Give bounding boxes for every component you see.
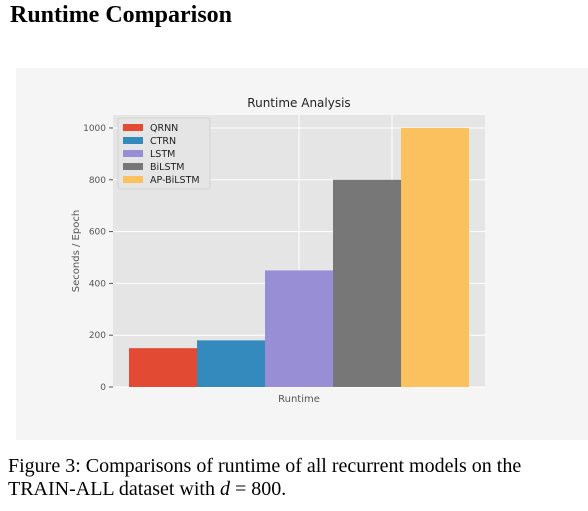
legend-box [117,117,211,190]
legend-swatch [123,150,143,157]
bar-ap-bilstm [401,127,469,387]
y-tick-label: 200 [89,331,106,341]
chart-title: Runtime Analysis [247,96,350,110]
y-tick-label: 600 [89,228,106,238]
figure-panel: 0 200 400 600 800 1000 Runtime Analysis Runti… [16,68,588,440]
runtime-bar-chart: 0 200 400 600 800 1000 Runtime Analysis Runti… [71,96,485,405]
legend-swatch [123,163,143,170]
x-axis-label: Runtime [278,394,320,405]
figure-caption: Figure 3: Comparisons of runtime of all … [8,455,584,501]
y-axis: 0 200 400 600 800 1000 [83,124,113,393]
legend-swatch [123,124,143,131]
y-tick-label: 0 [100,383,106,393]
legend-label: AP-BiLSTM [150,175,200,186]
caption-relation: = 800. [229,478,287,500]
y-tick-label: 400 [89,279,106,289]
caption-text: Figure 3: Comparisons of runtime of all … [8,455,522,500]
legend: QRNN CTRN LSTM BiLSTM AP-BiLSTM [117,117,211,190]
legend-label: QRNN [150,123,178,134]
legend-label: LSTM [150,149,175,160]
bar-qrnn [129,348,197,387]
legend-label: BiLSTM [150,162,184,173]
bar-ctrn [197,340,265,387]
bar-bilstm [333,179,401,387]
legend-swatch [123,176,143,183]
y-axis-label: Seconds / Epoch [71,210,82,292]
section-heading: Runtime Comparison [10,2,233,28]
bars [129,127,469,387]
y-tick-label: 800 [89,176,106,186]
legend-label: CTRN [150,136,176,147]
y-tick-label: 1000 [83,124,106,134]
bar-lstm [265,270,333,387]
caption-variable: d [219,478,230,500]
legend-swatch [123,137,143,144]
